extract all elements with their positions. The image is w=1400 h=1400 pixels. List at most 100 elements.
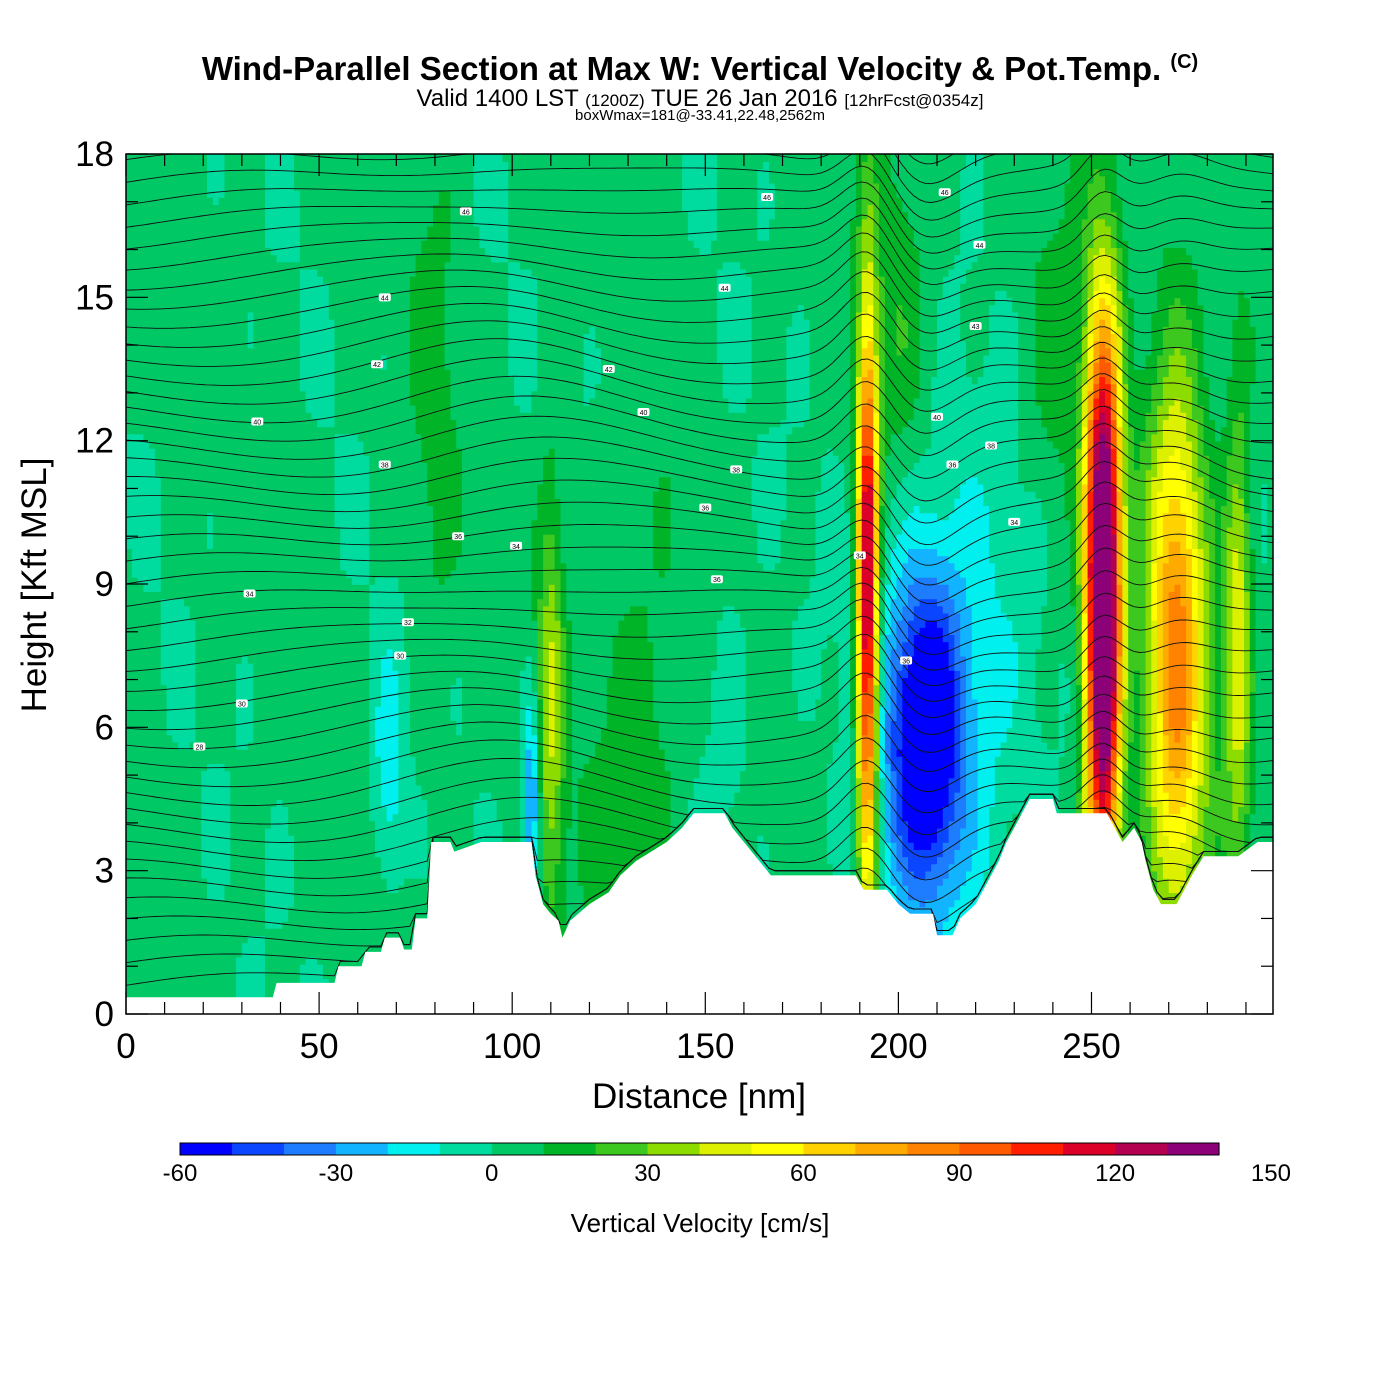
velocity-cell (178, 498, 185, 506)
velocity-cell (236, 555, 243, 564)
velocity-cell (178, 390, 185, 399)
velocity-cell (323, 283, 330, 291)
velocity-cell (218, 963, 226, 972)
velocity-cell (212, 741, 220, 750)
velocity-cell (288, 326, 295, 334)
velocity-cell (155, 161, 162, 170)
velocity-cell (183, 842, 191, 850)
velocity-cell (230, 254, 237, 263)
velocity-cell (259, 254, 266, 263)
velocity-cell (253, 612, 260, 621)
velocity-cell (189, 397, 197, 406)
velocity-cell (288, 634, 295, 643)
velocity-cell (294, 390, 301, 399)
velocity-cell (143, 605, 150, 614)
velocity-cell (317, 928, 324, 936)
velocity-cell (357, 512, 365, 521)
velocity-cell (270, 311, 278, 320)
velocity-cell (236, 949, 243, 958)
velocity-cell (340, 369, 347, 377)
velocity-cell (282, 655, 289, 664)
velocity-cell (323, 698, 330, 707)
velocity-cell (207, 942, 214, 951)
velocity-cell (137, 426, 145, 435)
velocity-cell (247, 469, 255, 478)
velocity-cell (323, 340, 330, 349)
velocity-cell (265, 326, 272, 334)
velocity-cell (247, 849, 255, 858)
velocity-cell (357, 440, 365, 449)
velocity-cell (259, 476, 266, 485)
velocity-cell (259, 462, 266, 471)
velocity-cell (311, 741, 318, 750)
velocity-cell (346, 541, 353, 549)
velocity-cell (172, 541, 179, 549)
velocity-cell (166, 605, 174, 614)
velocity-cell (357, 419, 365, 428)
velocity-cell (143, 283, 150, 291)
velocity-cell (201, 175, 208, 184)
velocity-cell (195, 232, 203, 241)
velocity-cell (323, 655, 330, 664)
velocity-cell (230, 533, 237, 542)
velocity-cell (247, 870, 255, 879)
velocity-cell (189, 870, 197, 879)
velocity-cell (178, 218, 185, 227)
velocity-cell (328, 713, 336, 721)
velocity-cell (172, 856, 179, 865)
velocity-cell (224, 376, 232, 385)
velocity-cell (247, 806, 255, 815)
velocity-cell (195, 275, 203, 284)
velocity-cell (351, 877, 359, 886)
velocity-cell (270, 569, 278, 578)
velocity-cell (265, 455, 272, 463)
velocity-cell (166, 691, 174, 700)
velocity-cell (224, 354, 232, 363)
velocity-cell (334, 691, 342, 700)
velocity-cell (207, 598, 214, 607)
velocity-cell (195, 455, 203, 463)
velocity-cell (178, 619, 185, 628)
velocity-cell (172, 175, 179, 184)
velocity-cell (323, 584, 330, 592)
velocity-cell (299, 748, 307, 757)
velocity-cell (224, 598, 232, 607)
velocity-cell (218, 161, 226, 170)
velocity-cell (259, 992, 266, 1001)
velocity-cell (340, 576, 347, 585)
velocity-cell (357, 175, 365, 184)
velocity-cell (230, 705, 237, 714)
velocity-cell (270, 591, 278, 600)
velocity-cell (346, 462, 353, 471)
velocity-cell (270, 877, 278, 886)
velocity-cell (166, 963, 174, 972)
velocity-cell (346, 476, 353, 485)
velocity-cell (143, 340, 150, 349)
velocity-cell (166, 584, 174, 592)
velocity-cell (328, 813, 336, 822)
velocity-cell (131, 455, 139, 463)
velocity-cell (299, 648, 307, 657)
velocity-cell (155, 963, 162, 972)
velocity-cell (276, 462, 284, 471)
velocity-cell (166, 942, 174, 951)
velocity-cell (201, 462, 208, 471)
velocity-cell (276, 834, 284, 843)
velocity-cell (201, 827, 208, 836)
velocity-cell (334, 383, 342, 392)
velocity-cell (236, 956, 243, 965)
velocity-cell (172, 791, 179, 800)
velocity-cell (212, 254, 220, 263)
velocity-cell (149, 899, 156, 908)
velocity-cell (317, 799, 324, 807)
velocity-cell (131, 605, 139, 614)
velocity-cell (236, 985, 243, 994)
velocity-cell (160, 290, 168, 299)
velocity-cell (212, 175, 220, 184)
velocity-cell (126, 354, 133, 363)
velocity-cell (294, 605, 301, 614)
velocity-cell (178, 784, 185, 793)
velocity-cell (311, 447, 318, 456)
velocity-cell (299, 318, 307, 327)
velocity-cell (218, 691, 226, 700)
